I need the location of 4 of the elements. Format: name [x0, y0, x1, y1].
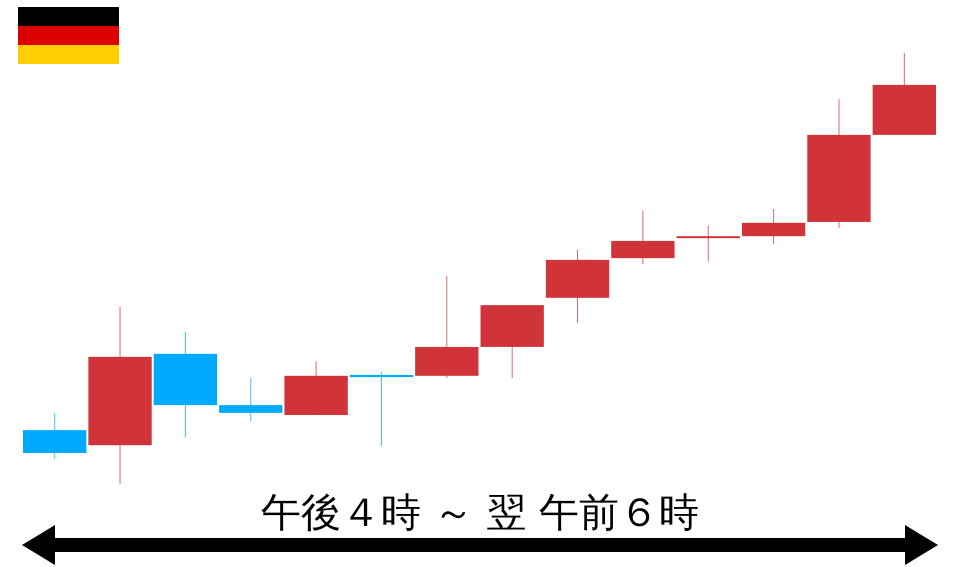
candlestick — [219, 377, 282, 422]
text: 午後４時 ～ 翌 午前６時 — [260, 490, 700, 536]
candlestick — [350, 371, 414, 447]
candlestick — [676, 225, 740, 262]
